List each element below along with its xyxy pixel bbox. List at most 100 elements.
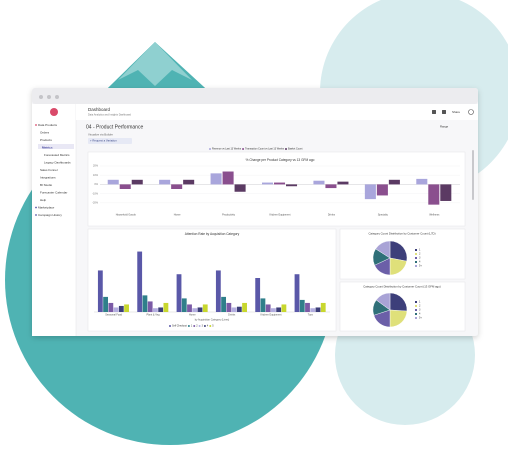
legend-swatch xyxy=(209,148,211,150)
legend-swatch xyxy=(415,305,417,307)
bar xyxy=(388,179,400,185)
request-button-label[interactable]: + Request a Variation xyxy=(90,139,117,143)
y-tick-label: 0% xyxy=(94,183,98,186)
window-dot[interactable] xyxy=(47,95,51,99)
bar xyxy=(313,180,325,185)
nav-item[interactable]: Help xyxy=(40,198,47,202)
legend-label[interactable]: 1 xyxy=(419,301,421,304)
x-tick-label: Wellness xyxy=(429,214,440,217)
legend-label[interactable]: 4 xyxy=(419,261,421,264)
chart-title: % Change per Product Category vs 13 GFM … xyxy=(246,158,315,162)
sidebar xyxy=(32,104,76,336)
legend-label[interactable]: Self Checkout xyxy=(172,325,187,328)
pie-slice xyxy=(389,240,408,262)
bar xyxy=(222,171,234,185)
bar xyxy=(163,302,169,312)
legend-label[interactable]: Revenue vs Last 13 Weeks xyxy=(212,148,242,151)
bar xyxy=(158,307,164,312)
chart-title: Attention Rate by Acquisition Category xyxy=(185,232,240,236)
legend-label[interactable]: 5+ xyxy=(419,265,422,268)
bar xyxy=(310,308,316,312)
x-tick-label: Kitchen Equipment xyxy=(270,214,291,217)
legend-swatch xyxy=(415,301,417,303)
window-dot[interactable] xyxy=(55,95,59,99)
nav-item[interactable]: Marketplace xyxy=(38,205,55,209)
legend-label[interactable]: 2 xyxy=(419,305,421,308)
legend-label[interactable]: 2 xyxy=(196,325,198,328)
pie-slice xyxy=(389,292,408,312)
nav-item[interactable]: Campaign History xyxy=(38,213,62,217)
bar xyxy=(137,251,143,312)
settings-icon[interactable] xyxy=(468,109,474,115)
nav-item[interactable]: Forecaster Calendar xyxy=(40,190,67,194)
bar xyxy=(325,184,337,189)
icon[interactable] xyxy=(432,110,436,114)
x-tick-label: Toys xyxy=(308,314,314,317)
x-tick-label: Home xyxy=(174,214,181,217)
bar xyxy=(315,307,321,312)
bar xyxy=(265,304,271,312)
bar xyxy=(305,302,310,312)
nav-item[interactable]: Products xyxy=(40,138,52,142)
x-tick-label: Household Goods xyxy=(116,214,137,217)
legend-label[interactable]: 3 xyxy=(419,257,421,260)
bar xyxy=(192,308,198,312)
nav-item[interactable]: Integrations xyxy=(40,175,56,179)
bar xyxy=(103,296,109,312)
active-item-bg xyxy=(38,144,74,149)
legend-label[interactable]: 4 xyxy=(419,313,421,316)
bar xyxy=(119,184,131,189)
legend-label[interactable]: 4 xyxy=(207,325,209,328)
bar xyxy=(187,304,192,312)
scrollbar[interactable] xyxy=(472,150,474,200)
nav-item[interactable]: Orders xyxy=(40,130,50,134)
nav-item[interactable]: Forecasted Metrics xyxy=(44,153,70,157)
legend-swatch xyxy=(193,325,196,327)
legend-label[interactable]: 3 xyxy=(419,309,421,312)
legend-swatch xyxy=(415,309,417,311)
legend-swatch xyxy=(415,249,417,251)
nav-item[interactable]: Data Products xyxy=(38,123,58,127)
y-tick-label: -10% xyxy=(92,192,99,195)
legend-swatch xyxy=(415,265,417,267)
legend-label[interactable]: 2 xyxy=(419,253,421,256)
icon[interactable] xyxy=(442,110,446,114)
legend-label[interactable]: 5+ xyxy=(419,317,422,320)
bar xyxy=(255,278,261,312)
request-button[interactable] xyxy=(88,138,132,144)
legend-label[interactable]: 1 xyxy=(191,325,193,328)
pie-slice xyxy=(375,292,391,311)
x-tick-label: Kitchen Equipment xyxy=(261,314,282,317)
legend-label[interactable]: 1 xyxy=(419,249,421,252)
nav-item[interactable]: Sales Funnel xyxy=(40,168,58,172)
bar xyxy=(221,296,227,312)
bar xyxy=(113,307,119,312)
nav-bullet xyxy=(35,214,37,216)
bar xyxy=(231,307,237,312)
bar xyxy=(124,304,129,312)
nav-item[interactable]: Legacy Dashboards xyxy=(44,160,71,164)
legend-swatch xyxy=(415,313,417,315)
bar xyxy=(428,184,440,205)
legend-label[interactable]: 5 xyxy=(212,325,214,328)
x-tick-label: Home xyxy=(189,314,196,317)
legend-label[interactable]: Basket Count xyxy=(288,148,303,151)
legend-label[interactable]: Transaction Count vs Last 13 Weeks xyxy=(245,148,285,151)
bar xyxy=(159,179,171,185)
nav-item[interactable]: Metrics xyxy=(42,145,53,149)
bar xyxy=(97,270,103,312)
bar xyxy=(210,173,222,185)
nav-item[interactable]: BI Studio xyxy=(40,183,53,187)
legend-label[interactable]: 3 xyxy=(202,325,204,328)
range-label[interactable]: Range xyxy=(440,125,449,129)
bar xyxy=(118,305,124,312)
legend-swatch xyxy=(198,325,201,327)
logo xyxy=(50,108,58,116)
bar xyxy=(153,308,158,312)
share[interactable]: Share xyxy=(452,110,460,114)
nav-bullet xyxy=(35,206,37,209)
x-tick-label: Productivity xyxy=(222,214,236,217)
title-bar xyxy=(32,88,478,104)
bar xyxy=(262,182,274,185)
window-dot[interactable] xyxy=(39,95,43,99)
